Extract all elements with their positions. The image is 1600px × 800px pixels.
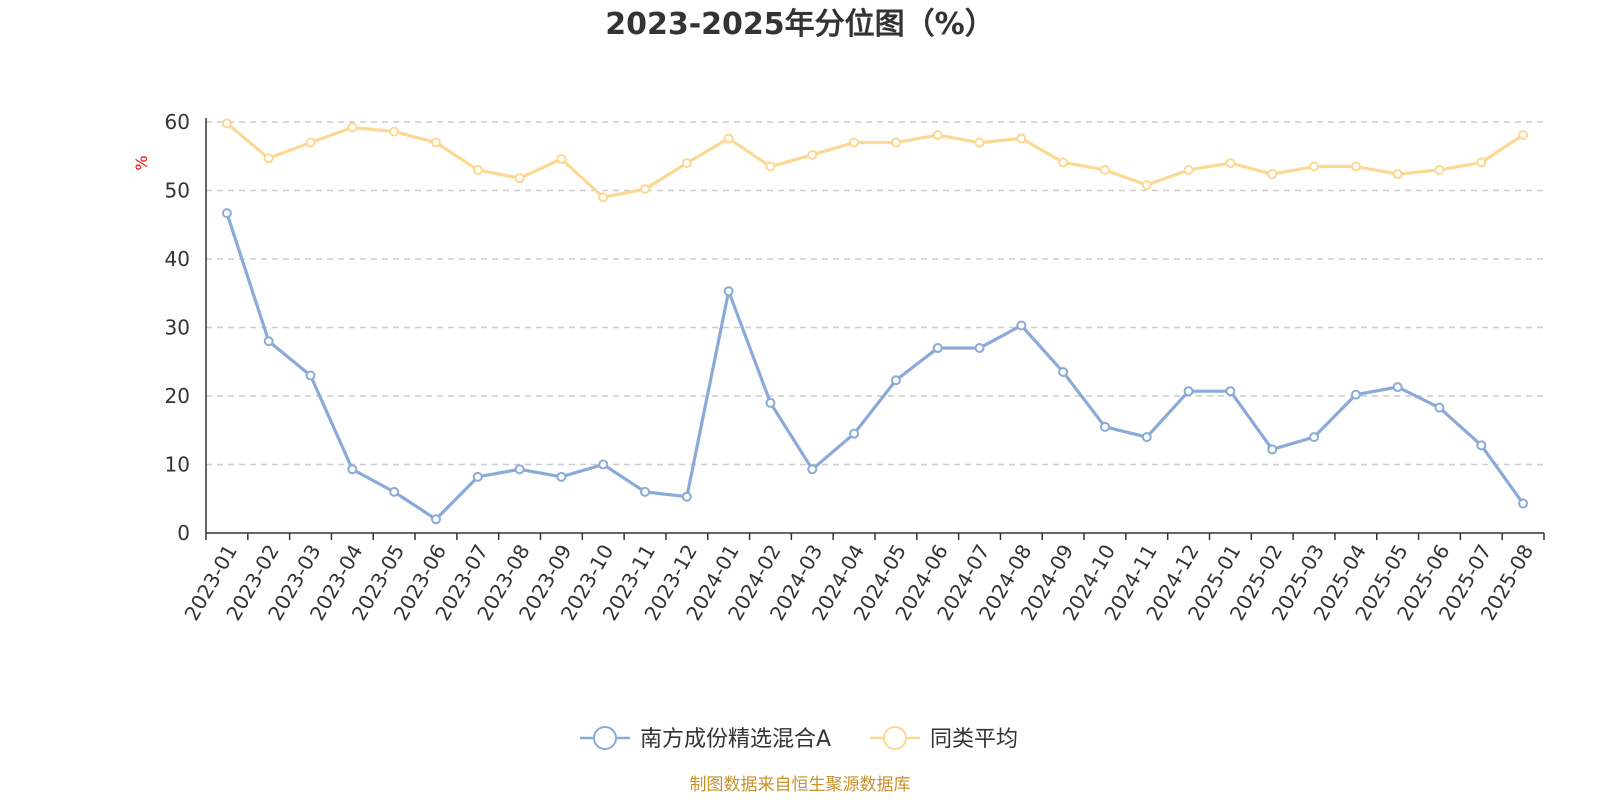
data-point-1-2025-02[interactable] bbox=[1267, 169, 1278, 180]
data-point-0-2025-05[interactable] bbox=[1392, 382, 1403, 393]
data-point-0-2023-02[interactable] bbox=[263, 336, 274, 347]
data-point-0-2023-03[interactable] bbox=[305, 370, 316, 381]
data-point-1-2024-05[interactable] bbox=[890, 137, 901, 148]
data-point-1-2025-08[interactable] bbox=[1518, 130, 1529, 141]
data-point-1-2024-08[interactable] bbox=[1016, 133, 1027, 144]
grid-lines bbox=[206, 121, 1544, 466]
data-source-note: 制图数据来自恒生聚源数据库 bbox=[690, 775, 911, 795]
data-point-0-2023-10[interactable] bbox=[598, 459, 609, 470]
legend-item-1[interactable]: 同类平均 bbox=[870, 726, 1018, 752]
data-point-1-2025-03[interactable] bbox=[1309, 161, 1320, 172]
data-point-1-2024-11[interactable] bbox=[1141, 180, 1152, 191]
data-point-0-2023-09[interactable] bbox=[556, 471, 567, 482]
data-point-0-2024-03[interactable] bbox=[807, 464, 818, 475]
data-point-0-2025-01[interactable] bbox=[1225, 386, 1236, 397]
data-point-0-2025-02[interactable] bbox=[1267, 444, 1278, 455]
data-point-0-2025-06[interactable] bbox=[1434, 402, 1445, 413]
legend-label-0: 南方成份精选混合A bbox=[640, 727, 831, 752]
data-point-1-2023-12[interactable] bbox=[681, 158, 692, 169]
series-line-0 bbox=[225, 212, 1525, 521]
data-point-1-2025-06[interactable] bbox=[1434, 164, 1445, 175]
data-point-1-2024-03[interactable] bbox=[807, 149, 818, 160]
series-line-1 bbox=[225, 122, 1524, 199]
data-point-1-2024-09[interactable] bbox=[1058, 157, 1069, 168]
data-point-0-2023-01[interactable] bbox=[221, 208, 232, 219]
data-point-1-2023-06[interactable] bbox=[430, 137, 441, 148]
data-point-0-2024-11[interactable] bbox=[1141, 432, 1152, 443]
data-point-1-2023-03[interactable] bbox=[305, 137, 316, 148]
y-tick-label-40: 40 bbox=[165, 247, 190, 271]
series-1 bbox=[221, 118, 1529, 203]
data-point-1-2023-02[interactable] bbox=[263, 153, 274, 164]
data-point-0-2024-08[interactable] bbox=[1016, 320, 1027, 331]
data-point-0-2024-10[interactable] bbox=[1099, 421, 1110, 432]
legend-item-0[interactable]: 南方成份精选混合A bbox=[580, 726, 831, 752]
data-point-0-2024-06[interactable] bbox=[932, 343, 943, 354]
y-tick-label-50: 50 bbox=[165, 179, 190, 203]
data-point-0-2024-09[interactable] bbox=[1058, 367, 1069, 378]
y-tick-label-10: 10 bbox=[165, 453, 190, 477]
data-point-0-2024-02[interactable] bbox=[765, 397, 776, 408]
data-point-1-2024-12[interactable] bbox=[1183, 164, 1194, 175]
data-point-1-2024-10[interactable] bbox=[1099, 164, 1110, 175]
data-point-1-2023-05[interactable] bbox=[389, 126, 400, 137]
legend-marker-icon bbox=[883, 726, 907, 750]
data-point-0-2024-04[interactable] bbox=[849, 428, 860, 439]
data-point-1-2024-07[interactable] bbox=[974, 137, 985, 148]
data-point-0-2025-07[interactable] bbox=[1476, 440, 1487, 451]
y-tick-label-30: 30 bbox=[165, 316, 190, 340]
data-point-1-2024-01[interactable] bbox=[723, 133, 734, 144]
data-point-0-2025-08[interactable] bbox=[1518, 498, 1529, 509]
y-tick-label-20: 20 bbox=[165, 384, 190, 408]
data-point-1-2025-05[interactable] bbox=[1392, 169, 1403, 180]
data-point-0-2023-05[interactable] bbox=[389, 486, 400, 497]
data-point-1-2025-07[interactable] bbox=[1476, 157, 1487, 168]
series-lines bbox=[221, 118, 1529, 525]
data-point-0-2023-06[interactable] bbox=[430, 514, 441, 525]
data-point-1-2025-01[interactable] bbox=[1225, 158, 1236, 169]
data-point-1-2023-09[interactable] bbox=[556, 153, 567, 164]
y-tick-label-0: 0 bbox=[177, 521, 190, 545]
data-point-1-2024-04[interactable] bbox=[849, 137, 860, 148]
data-point-0-2024-12[interactable] bbox=[1183, 386, 1194, 397]
data-point-1-2023-11[interactable] bbox=[640, 184, 651, 195]
data-point-0-2023-04[interactable] bbox=[347, 464, 358, 475]
data-point-0-2024-01[interactable] bbox=[723, 286, 734, 297]
data-point-1-2023-10[interactable] bbox=[598, 192, 609, 203]
data-point-0-2023-12[interactable] bbox=[681, 491, 692, 502]
data-point-1-2023-04[interactable] bbox=[347, 122, 358, 133]
data-point-0-2023-07[interactable] bbox=[472, 471, 483, 482]
data-point-0-2023-11[interactable] bbox=[640, 486, 651, 497]
axes: 01020304050602023-012023-022023-032023-0… bbox=[165, 110, 1545, 625]
series-0 bbox=[221, 208, 1529, 525]
data-point-0-2024-07[interactable] bbox=[974, 343, 985, 354]
data-point-1-2025-04[interactable] bbox=[1350, 161, 1361, 172]
data-point-1-2024-02[interactable] bbox=[765, 161, 776, 172]
data-point-0-2025-03[interactable] bbox=[1309, 432, 1320, 443]
data-point-1-2024-06[interactable] bbox=[932, 130, 943, 141]
data-point-1-2023-08[interactable] bbox=[514, 173, 525, 184]
data-point-1-2023-07[interactable] bbox=[472, 164, 483, 175]
data-point-1-2023-01[interactable] bbox=[221, 118, 232, 129]
legend-label-1: 同类平均 bbox=[930, 727, 1018, 752]
legend-marker-icon bbox=[593, 726, 617, 750]
chart-title: 2023-2025年分位图（%） bbox=[605, 7, 995, 42]
data-point-0-2025-04[interactable] bbox=[1350, 389, 1361, 400]
y-axis-unit-label: % bbox=[132, 155, 151, 170]
y-tick-label-60: 60 bbox=[165, 110, 190, 134]
data-point-0-2024-05[interactable] bbox=[890, 375, 901, 386]
legend[interactable]: 南方成份精选混合A 同类平均 bbox=[580, 726, 1018, 752]
data-point-0-2023-08[interactable] bbox=[514, 464, 525, 475]
